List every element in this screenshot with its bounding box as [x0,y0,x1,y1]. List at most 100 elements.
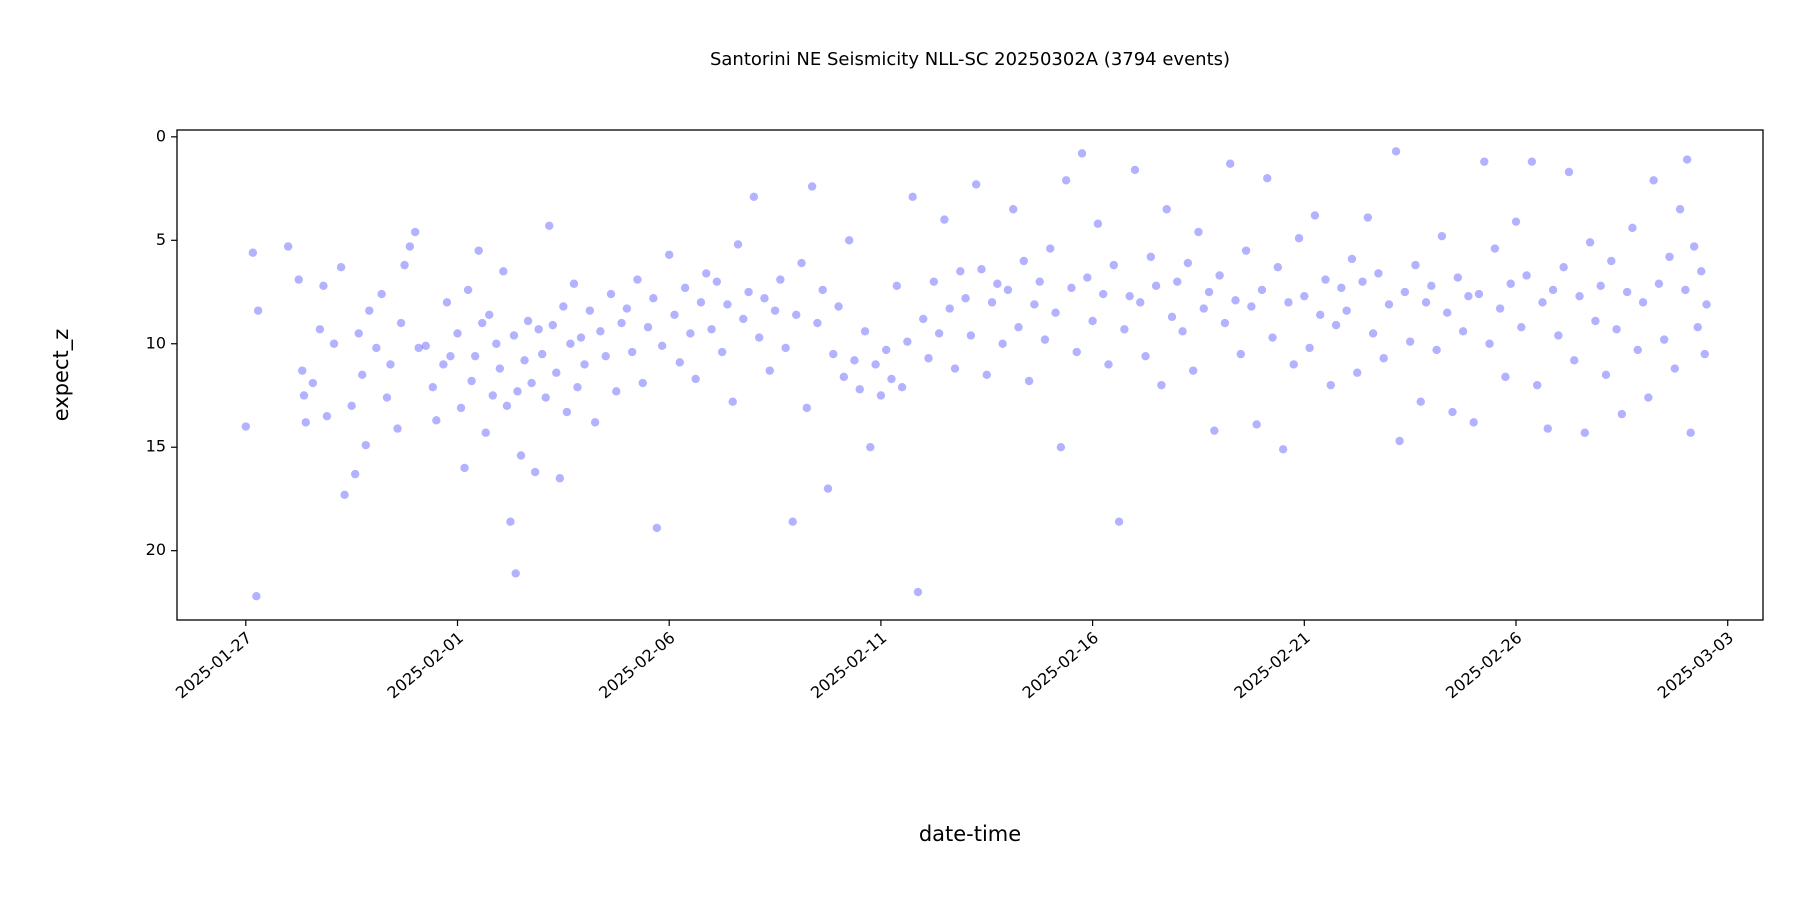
point [516,451,526,460]
x-tick-label: 2025-02-16 [1019,628,1102,702]
point [617,318,626,328]
point [1686,428,1695,437]
point [241,422,251,431]
point [1141,351,1150,361]
point [993,279,1002,288]
point [386,360,395,369]
point [534,325,543,334]
x-tick-label: 2025-02-11 [807,628,890,702]
point [855,385,864,394]
point [1294,234,1304,243]
point [1051,308,1060,317]
point [1368,329,1378,338]
point [248,248,258,257]
point [580,360,589,369]
point [1607,256,1616,266]
y-tick-label: 0 [156,126,166,145]
point [573,383,582,392]
chart-title: Santorini NE Seismicity NLL-SC 20250302A… [710,49,1230,70]
point [252,592,261,601]
point [866,443,875,452]
point [1215,271,1224,280]
point [823,484,833,493]
point [1061,176,1071,185]
point [520,356,529,365]
y-tick-label: 10 [146,333,166,352]
point [446,351,455,361]
point [788,517,797,526]
point [253,306,263,315]
point [1548,285,1558,295]
point [1278,445,1288,454]
point [495,364,505,373]
point [606,289,616,299]
point [712,277,722,286]
point [1331,320,1341,330]
point [913,587,923,597]
point [797,258,806,268]
point [929,277,939,286]
point [680,283,690,293]
point [509,331,519,340]
point [1570,356,1579,365]
point [1612,325,1621,334]
point [474,246,483,255]
point [1046,244,1055,253]
point [298,366,307,375]
x-tick-label: 2025-02-21 [1230,628,1313,702]
point [1511,217,1521,226]
point [1495,304,1505,313]
point [1035,277,1044,286]
point [1522,271,1531,280]
point [1204,287,1214,297]
point [1247,302,1256,311]
point [1697,267,1706,276]
point [1601,370,1611,379]
point [892,281,901,291]
point [372,343,381,353]
point [1157,380,1166,390]
point [1093,219,1103,228]
point [340,490,349,500]
point [919,314,928,324]
point [998,339,1007,348]
point [950,364,960,373]
point [924,354,933,363]
points [241,147,1711,601]
point [559,302,568,311]
point [1670,364,1679,373]
point [1220,318,1230,328]
point [834,302,843,311]
point [776,275,785,284]
point [956,267,965,276]
point [1241,246,1251,255]
point [733,240,743,249]
point [765,366,774,375]
point [488,391,497,400]
point [1231,296,1240,305]
point [365,306,374,315]
y-tick-label: 5 [156,230,166,249]
point [382,393,392,402]
point [876,391,886,400]
point [882,345,891,355]
point [1125,291,1134,301]
point [1681,285,1690,295]
point [1580,428,1590,437]
point [511,569,520,578]
point [541,393,550,402]
point [1056,443,1066,452]
x-tick-label: 2025-02-01 [384,628,467,702]
point [308,378,318,388]
point [1194,227,1203,237]
point [1337,283,1346,293]
point [566,339,575,348]
point [322,411,332,421]
point [940,215,949,224]
point [329,339,339,348]
point [1702,300,1711,309]
point [829,349,838,359]
point [1014,323,1023,332]
point [1083,273,1092,282]
